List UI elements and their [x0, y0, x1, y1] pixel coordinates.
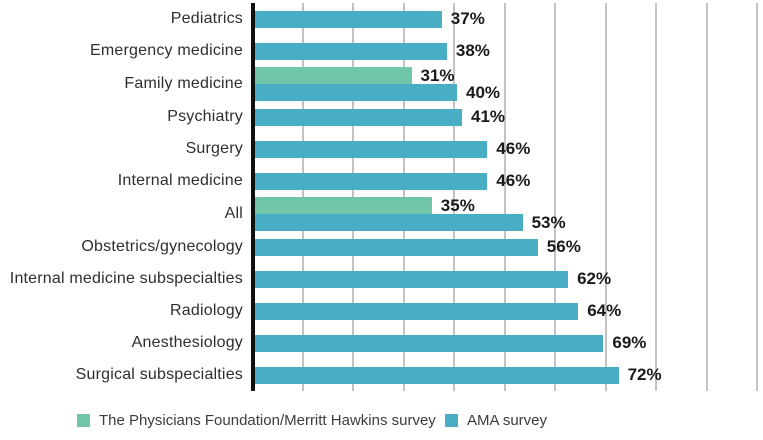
bar-ama: [255, 214, 523, 231]
bar-group: 72%: [255, 365, 763, 384]
bar-group: 46%: [255, 139, 763, 158]
chart-row: Obstetrics/gynecology 56%: [0, 231, 763, 263]
category-label: All: [224, 205, 243, 223]
bar-line: 56%: [255, 237, 763, 256]
chart-row: Anesthesiology 69%: [0, 327, 763, 359]
category-label: Radiology: [170, 302, 243, 320]
value-label: 53%: [531, 212, 566, 232]
legend: The Physicians Foundation/Merritt Hawkin…: [0, 406, 763, 434]
legend-swatch-merritt-hawkins: [77, 413, 90, 427]
bar-group: 62%: [255, 269, 763, 288]
value-label: 40%: [466, 82, 501, 102]
value-label: 31%: [420, 65, 455, 85]
bar-merritt-hawkins: [255, 67, 412, 84]
gridline: [554, 3, 556, 391]
chart-row: Surgery 46%: [0, 133, 763, 165]
legend-label: The Physicians Foundation/Merritt Hawkin…: [99, 411, 436, 429]
category-label: Emergency medicine: [90, 42, 243, 60]
bar-group: 56%: [255, 237, 763, 256]
gridline: [453, 3, 455, 391]
bar-line: 53%: [255, 212, 763, 232]
chart-row: Psychiatry 41%: [0, 101, 763, 133]
bar-group: 35% 53%: [255, 195, 763, 232]
legend-label: AMA survey: [467, 411, 548, 429]
gridline: [655, 3, 657, 391]
category-label: Internal medicine subspecialties: [9, 270, 243, 288]
chart-rows: Pediatrics 37% Emergency medicine 38% Family…: [0, 3, 763, 391]
category-label: Obstetrics/gynecology: [81, 238, 243, 256]
value-label: 38%: [455, 41, 490, 60]
value-label: 35%: [440, 195, 475, 215]
bar-ama: [255, 172, 488, 190]
bar-group: 69%: [255, 333, 763, 352]
legend-item-ama: AMA survey: [445, 406, 547, 434]
category-label: Pediatrics: [170, 10, 243, 28]
bar-line: 31%: [255, 65, 763, 85]
category-label: Internal medicine: [117, 172, 243, 190]
chart-row: Internal medicine subspecialties 62%: [0, 263, 763, 295]
value-label: 46%: [496, 171, 531, 190]
chart-row: Internal medicine 46%: [0, 165, 763, 197]
bar-group: 38%: [255, 41, 763, 60]
chart-row: Pediatrics 37%: [0, 3, 763, 35]
chart-row: Emergency medicine 38%: [0, 35, 763, 67]
bar-line: 72%: [255, 365, 763, 384]
bar-line: 46%: [255, 139, 763, 158]
chart-row: All 35% 53%: [0, 195, 763, 232]
category-label: Surgery: [185, 140, 243, 158]
bar-line: 41%: [255, 107, 763, 126]
bar-group: 41%: [255, 107, 763, 126]
gridline: [503, 3, 506, 391]
value-label: 62%: [577, 269, 612, 288]
bar-ama: [255, 270, 569, 288]
bar-group: 31% 40%: [255, 65, 763, 102]
legend-swatch-ama: [445, 413, 458, 427]
bar-group: 64%: [255, 301, 763, 320]
gridline: [756, 3, 758, 391]
chart-row: Surgical subspecialties 72%: [0, 359, 763, 391]
value-label: 46%: [496, 139, 531, 158]
bar-ama: [255, 334, 604, 352]
category-label: Family medicine: [124, 75, 243, 93]
bar-line: 62%: [255, 269, 763, 288]
category-label: Surgical subspecialties: [75, 366, 243, 384]
category-label: Psychiatry: [167, 108, 243, 126]
gridline: [604, 3, 607, 391]
bar-ama: [255, 84, 457, 101]
bar-ama: [255, 108, 462, 126]
gridline: [705, 3, 708, 391]
category-label: Anesthesiology: [131, 334, 243, 352]
bar-ama: [255, 302, 579, 320]
value-label: 41%: [471, 107, 506, 126]
bar-group: 46%: [255, 171, 763, 190]
value-label: 64%: [587, 301, 622, 320]
value-label: 72%: [627, 365, 662, 384]
legend-item-merritt-hawkins: The Physicians Foundation/Merritt Hawkin…: [77, 406, 436, 434]
value-label: 69%: [612, 333, 647, 352]
bar-merritt-hawkins: [255, 197, 432, 214]
bar-line: 35%: [255, 195, 763, 215]
bar-group: 37%: [255, 9, 763, 28]
bar-ama: [255, 140, 488, 158]
bar-line: 69%: [255, 333, 763, 352]
bar-line: 40%: [255, 82, 763, 102]
value-label: 56%: [546, 237, 581, 256]
bar-line: 38%: [255, 41, 763, 60]
chart-row: Family medicine 31% 40%: [0, 65, 763, 102]
bar-line: 64%: [255, 301, 763, 320]
bar-ama: [255, 42, 447, 60]
bar-ama: [255, 238, 538, 256]
y-axis-line: [251, 3, 255, 391]
bar-ama: [255, 10, 442, 28]
bar-line: 46%: [255, 171, 763, 190]
value-label: 37%: [450, 9, 485, 28]
bar-line: 37%: [255, 9, 763, 28]
bar-ama: [255, 366, 619, 384]
chart-row: Radiology 64%: [0, 295, 763, 327]
